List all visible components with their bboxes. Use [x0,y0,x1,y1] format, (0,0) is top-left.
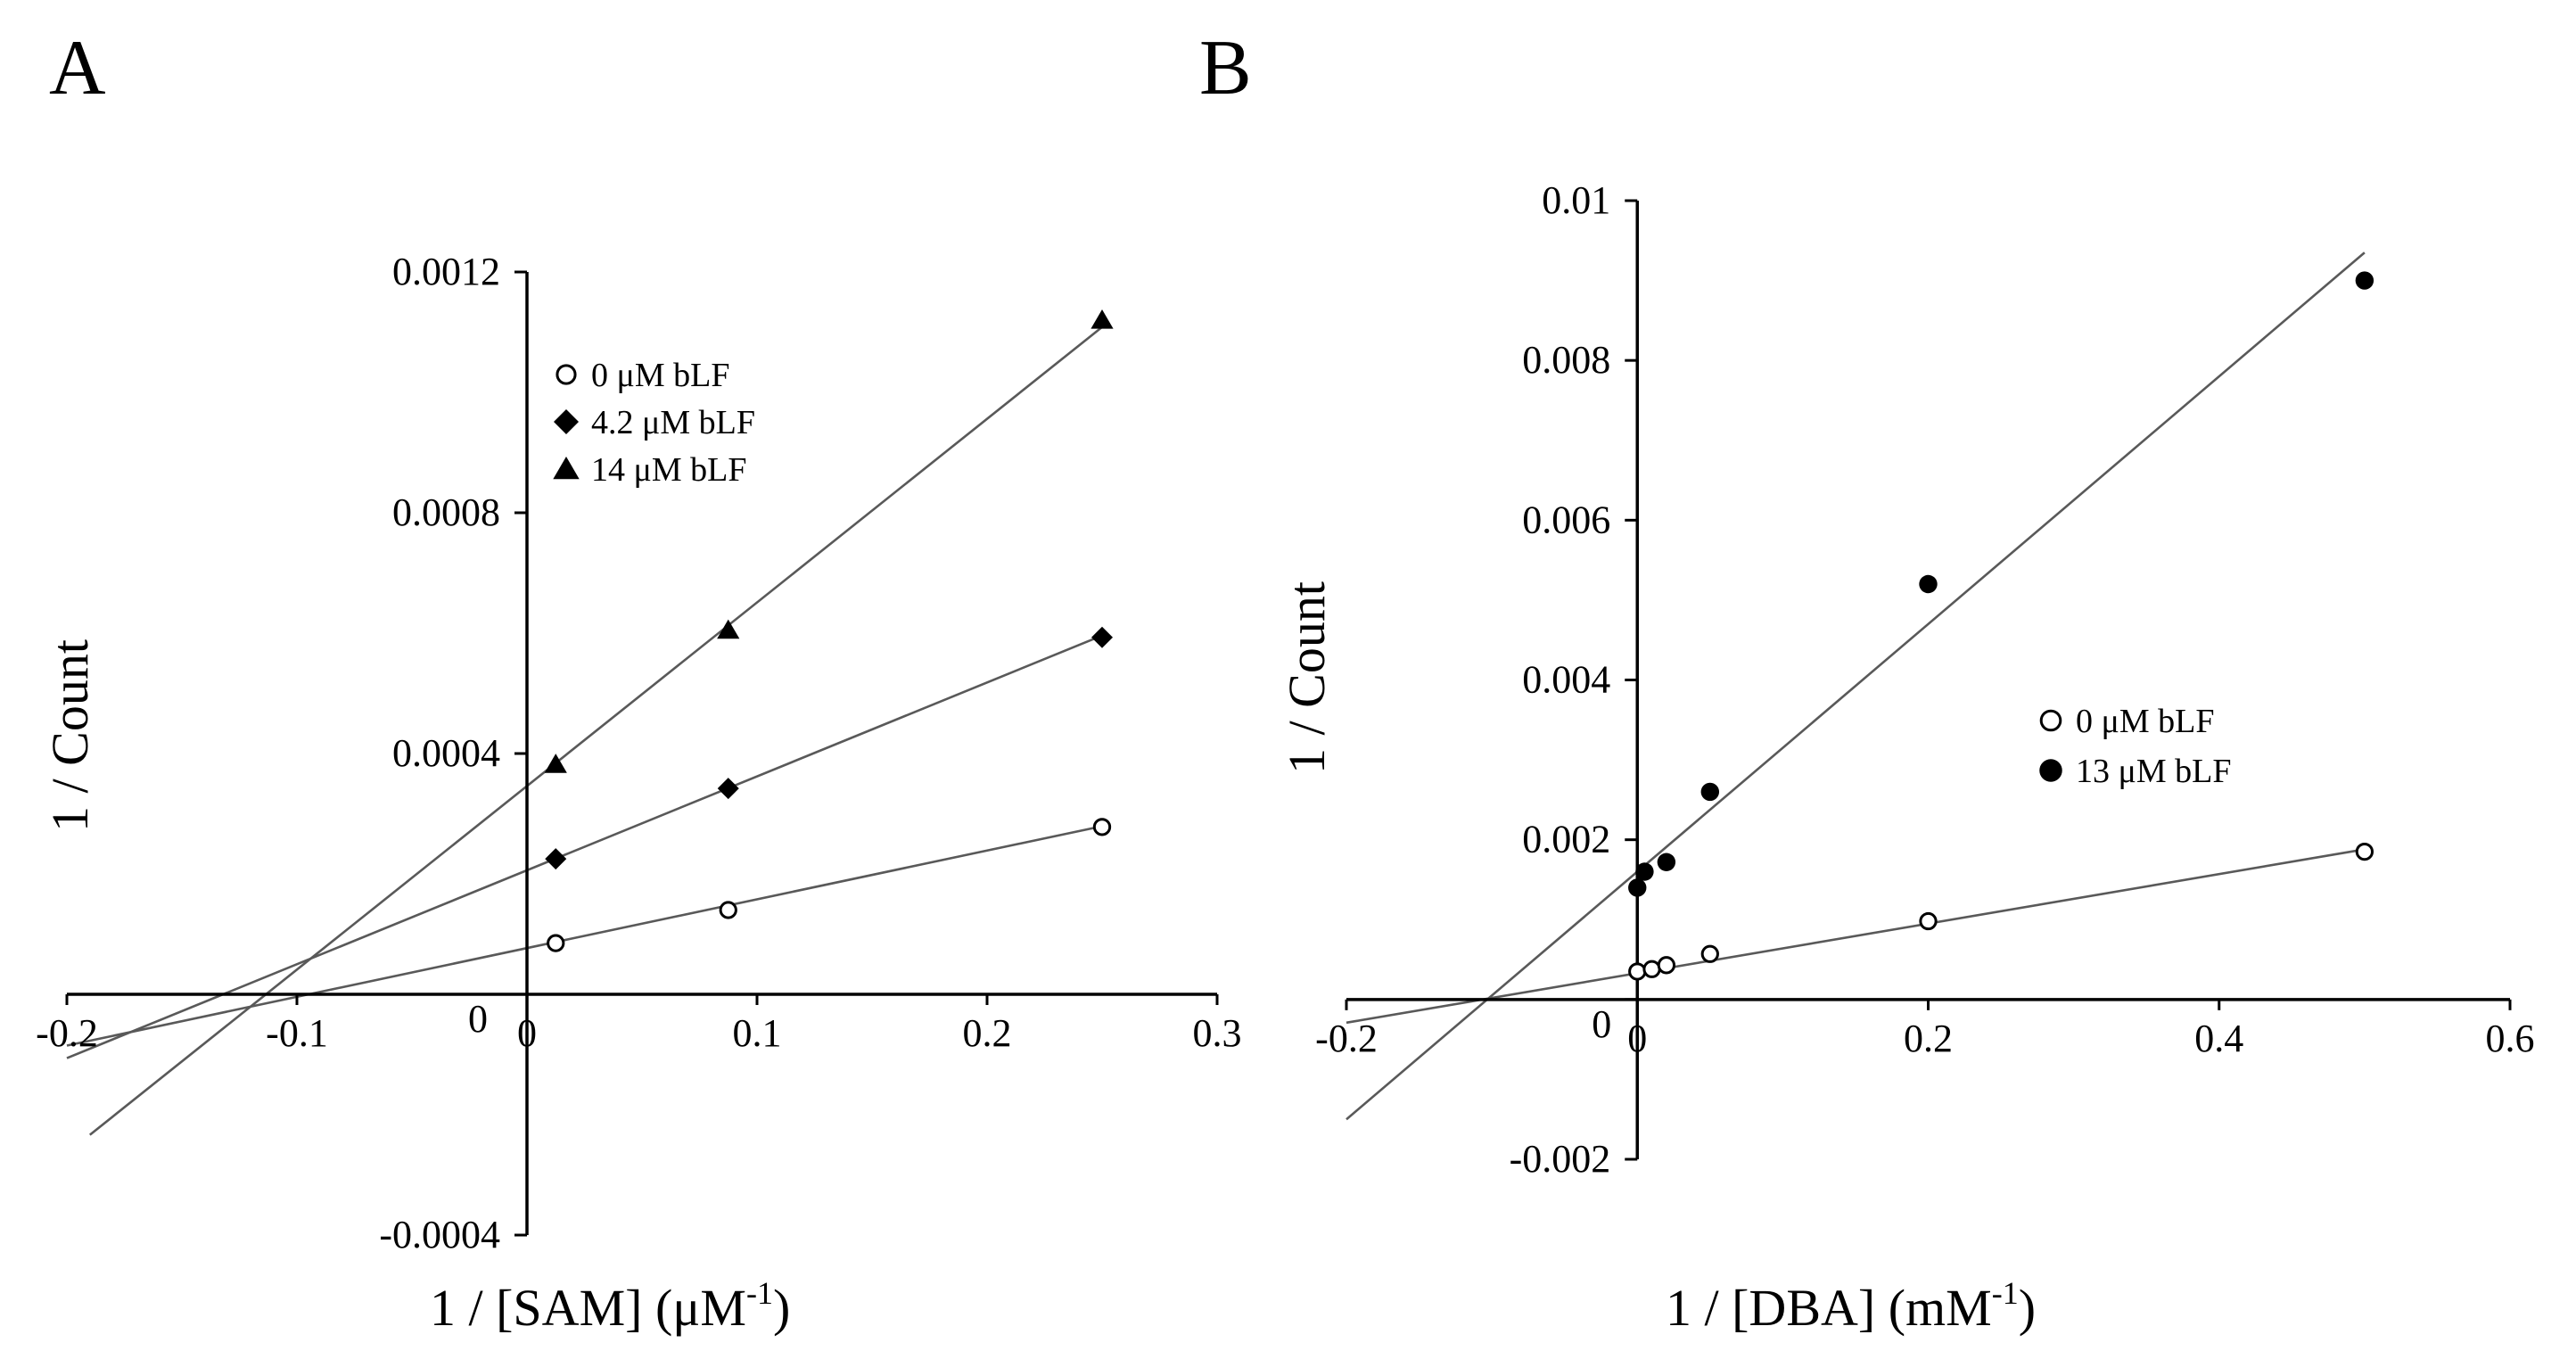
panel-b-series-1-point [1657,853,1676,871]
panel-b-letter: B [1199,25,1252,111]
panel-a-letter: A [49,25,106,111]
panel-a-legend-label-0: 0 μM bLF [591,357,730,394]
panel-a-series-2-point [544,754,567,773]
panel-b-series-1-point [1635,862,1654,881]
panel-a-series-1-point [545,848,567,870]
panel-a-series-2-point [1090,309,1114,329]
panel-b-x-tick-label: 0.6 [2486,1017,2535,1060]
panel-b-x-tick-label: 0.2 [1904,1017,1953,1060]
panel-b-legend-marker-1 [2039,759,2062,782]
panel-a-y-tick-label: -0.0004 [379,1213,500,1256]
panel-b-y-tick-label: 0.002 [1522,818,1610,861]
panel-a-x-tick-label: 0.2 [963,1011,1012,1055]
panel-a-ylabel: 1 / Count [41,639,99,832]
panel-b-series-0-point [1919,911,1938,931]
panel-a-x-tick-label: -0.2 [36,1011,98,1055]
panel-a-x-tick-label: 0.1 [733,1011,782,1055]
panel-a-xlabel: 1 / [SAM] (μM-1) [430,1275,790,1337]
panel-b-y-tick-label: 0.006 [1522,498,1610,541]
panel-b-x-tick-label: 0 [1627,1017,1647,1060]
panel-b-legend-label-1: 13 μM bLF [2076,753,2232,790]
panel-a-fit-line-1 [66,634,1103,1059]
panel-a-y-tick-label: 0.0008 [392,490,500,534]
panel-a-legend-label-1: 4.2 μM bLF [591,404,755,441]
panel-a-y-tick-label: 0.0012 [392,250,500,293]
panel-b-series-0-point [1642,960,1661,978]
panel-b-legend-marker-0 [2039,709,2062,732]
panel-a-fit-line-0 [66,825,1103,1047]
panel-a-series-2-point [717,619,740,639]
panel-a-series-0-point [547,934,565,952]
panel-b-xlabel: 1 / [DBA] (mM-1) [1666,1275,2036,1337]
panel-a-x-tick-label: -0.1 [266,1011,328,1055]
panel-b-fit-line-0 [1346,848,2366,1025]
panel-b-series-0-point [1628,962,1647,981]
panel-b-series-1-point [1700,782,1720,802]
panel-b-y-tick-label: -0.002 [1510,1137,1611,1181]
panel-b-x-tick-label: -0.2 [1315,1017,1378,1060]
panel-a-y-tick-label: 0.0004 [392,731,500,775]
panel-b-series-1-point [2355,271,2374,290]
panel-b: B 1 / [DBA] (mM-1) 1 / Count -0.2 0 0.2 0.4… [1199,25,2535,1337]
panel-a-legend-label-2: 14 μM bLF [591,451,747,489]
panel-a-series-0-point [719,901,737,919]
panel-a-y-tick-label: 0 [468,997,488,1041]
panel-b-series-1-point [1628,878,1647,897]
panel-b-y-tick-label: 0.008 [1522,338,1610,382]
panel-a-x-tick-label: 0.3 [1193,1011,1242,1055]
panel-a: A 1 / [SAM] (μM-1) 1 / Count -0.2 -0.1 0 0.… [36,25,1241,1337]
panel-a-fit-line-2 [88,325,1103,1136]
panel-b-x-tick-label: 0.4 [2194,1017,2243,1060]
panel-b-y-tick-label: 0.01 [1542,178,1610,222]
panel-a-series-1-point [717,778,739,800]
panel-a-legend-marker-0 [556,364,577,385]
panel-a-x-tick-label: 0 [517,1011,537,1055]
panel-a-legend-marker-2 [553,457,580,480]
panel-b-y-tick-label: 0 [1592,1002,1611,1046]
panel-b-y-tick-label: 0.004 [1522,658,1610,702]
panel-b-legend-label-0: 0 μM bLF [2076,703,2215,740]
panel-b-ylabel: 1 / Count [1278,581,1336,774]
panel-b-series-0-point [2355,842,2374,861]
panel-b-series-1-point [1919,574,1938,594]
panel-a-legend-marker-1 [554,409,579,434]
panel-a-series-0-point [1092,818,1112,836]
panel-b-fit-line-1 [1346,251,2366,1121]
panel-b-series-0-point [1700,944,1719,963]
panel-a-series-1-point [1091,626,1113,648]
panel-b-series-0-point [1657,956,1676,975]
